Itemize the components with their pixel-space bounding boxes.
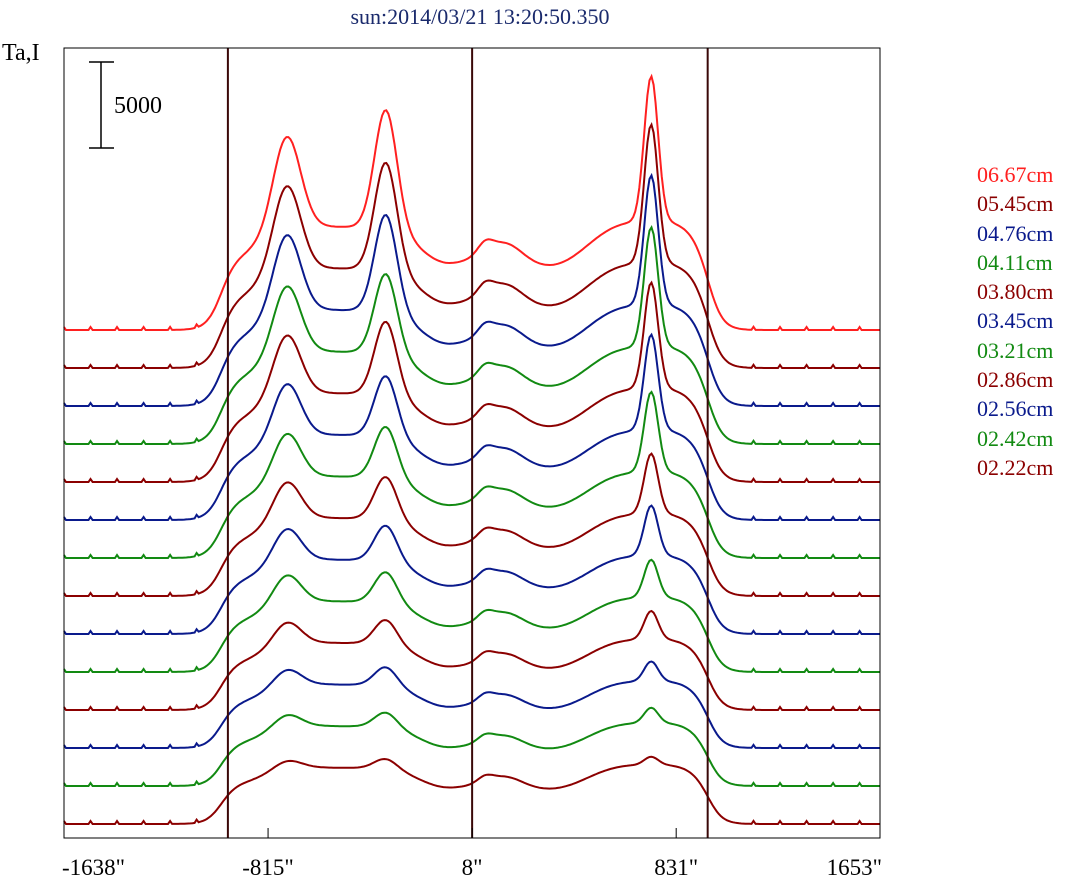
legend-entry: 06.67cm [977,162,1054,187]
legend-entry: 02.22cm [977,454,1054,480]
x-tick-label: 1653" [827,855,882,880]
legend-entry: 03.80cm [977,279,1054,305]
scale-bar-label: 5000 [114,93,162,119]
x-tick-label: 8" [462,855,483,880]
legend-entry: 02.56cm [977,396,1054,422]
legend-entry: 05.45cm [977,191,1054,217]
scale-bar: 5000 [89,61,162,149]
chart-title: sun:2014/03/21 13:20:50.350 [350,4,610,29]
legend-entry: 03.45cm [977,308,1054,334]
x-tick-label: -1638" [62,855,125,880]
y-axis-label: Ta,I [2,40,40,66]
vertical-lines-group [226,48,709,838]
legend-entry: 02.42cm [977,425,1054,451]
legend-entry: 03.21cm [977,337,1054,363]
x-tick-label: -815" [242,855,294,880]
legend-entry: 02.86cm [977,367,1054,393]
x-ticks-group: -1638" -815" 8" 831" 1653" [62,828,882,880]
legend-entry: 04.11cm [977,249,1053,275]
legend-entry: 04.76cm [977,220,1054,246]
x-tick-label: 831" [654,855,698,880]
legend: 06.67cm 05.45cm 04.76cm 04.11cm 03.80cm 03.45… [977,160,1079,482]
